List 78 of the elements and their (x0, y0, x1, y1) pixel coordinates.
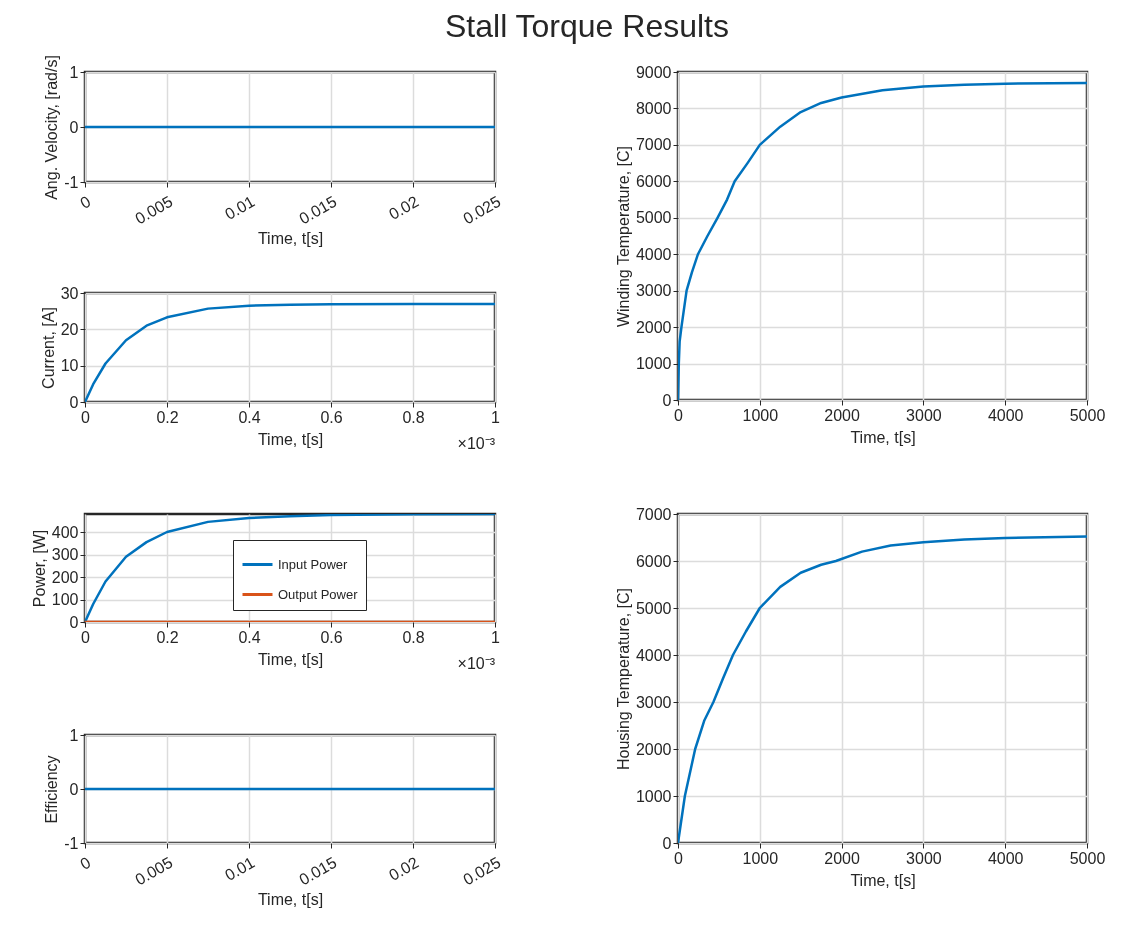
x-tick-label: 0.4 (238, 628, 261, 646)
y-tick-label: 3000 (635, 282, 672, 300)
y-axis-title: Housing Temperature, [C] (614, 587, 632, 771)
y-tick-label: 100 (51, 591, 79, 608)
x-axis-title: Time, t[s] (257, 650, 324, 668)
y-tick-label: 300 (51, 546, 79, 563)
x-tick-label: 0.02 (386, 853, 422, 884)
y-tick-label: -1 (64, 173, 79, 191)
y-tick-label: 30 (60, 284, 79, 302)
y-tick-label: 0 (69, 780, 79, 798)
x-tick-label: 0.2 (156, 628, 179, 646)
x-tick-label: 1 (491, 628, 501, 646)
x-tick-label: 0 (674, 849, 684, 867)
y-tick-label: -1 (64, 834, 79, 852)
x-axis-title: Time, t[s] (257, 230, 324, 248)
y-tick-label: 4000 (635, 245, 672, 263)
y-tick-label: 4000 (635, 646, 672, 664)
x-axis-title: Time, t[s] (257, 430, 324, 448)
y-tick-label: 0 (69, 393, 79, 411)
y-axis-title: Efficiency (43, 755, 61, 824)
x-tick-label: 0 (81, 408, 91, 426)
x-tick-label: 0.8 (402, 628, 425, 646)
x-axis-title: Time, t[s] (850, 871, 916, 889)
y-axis-title: Current, [A] (39, 307, 57, 389)
x-tick-label: 5000 (1069, 849, 1106, 867)
x-tick-label: 1000 (742, 406, 779, 424)
x-tick-label: 5000 (1069, 406, 1106, 424)
y-tick-label: 8000 (635, 99, 672, 117)
x-tick-label: 3000 (906, 849, 942, 867)
x-tick-label: 0 (674, 406, 684, 424)
text: ×10⁻³ (457, 655, 496, 672)
line-series (85, 514, 495, 622)
x-axis-title: Time, t[s] (850, 428, 916, 446)
y-axis-title: Winding Temperature, [C] (614, 145, 632, 328)
x-tick-label: 0.4 (238, 408, 261, 426)
y-tick-label: 2000 (635, 740, 672, 758)
x-tick-label: 4000 (987, 406, 1024, 424)
x-tick-label: 0 (81, 628, 91, 646)
y-tick-label: 1000 (635, 355, 672, 373)
y-tick-label: 0 (69, 613, 79, 631)
x-axis-title: Time, t[s] (257, 891, 324, 909)
y-tick-label: 20 (60, 320, 79, 338)
x-tick-label: 4000 (987, 849, 1024, 867)
y-tick-label: 7000 (635, 505, 672, 523)
x-tick-label: 0.6 (320, 628, 343, 646)
x-tick-label: 0.01 (222, 192, 258, 223)
x-tick-label: 0.01 (222, 853, 258, 884)
text: Stall Torque Results (444, 8, 730, 45)
y-tick-label: 7000 (635, 136, 672, 154)
x-tick-label: 1 (491, 408, 501, 426)
y-tick-label: 10 (60, 357, 79, 375)
y-tick-label: 5000 (635, 599, 672, 617)
x-tick-label: 0.6 (320, 408, 343, 426)
y-tick-label: 0 (662, 391, 672, 409)
x-tick-label: 3000 (906, 406, 942, 424)
text: ×10⁻³ (457, 435, 496, 452)
y-tick-label: 0 (662, 834, 672, 852)
x-tick-label: 0.2 (156, 408, 179, 426)
x-tick-label: 0.8 (402, 408, 425, 426)
legend-label: Input Power (278, 556, 349, 572)
y-tick-label: 6000 (635, 172, 672, 190)
x-tick-label: 1000 (742, 849, 779, 867)
y-axis-title: Power, [W] (30, 529, 48, 608)
y-tick-label: 1 (69, 726, 79, 744)
x-tick-label: 2000 (824, 849, 860, 867)
x-tick-label: 0.02 (386, 192, 422, 223)
y-tick-label: 400 (51, 523, 79, 541)
legend-label: Output Power (278, 586, 359, 602)
y-tick-label: 1 (69, 63, 79, 81)
y-tick-label: 1000 (635, 787, 672, 805)
y-tick-label: 3000 (635, 693, 672, 711)
y-tick-label: 6000 (635, 552, 672, 570)
y-tick-label: 2000 (635, 318, 672, 336)
y-tick-label: 200 (51, 568, 79, 586)
y-tick-label: 0 (69, 118, 79, 136)
x-tick-label: 2000 (824, 406, 860, 424)
y-tick-label: 9000 (635, 63, 672, 81)
y-axis-title: Ang. Velocity, [rad/s] (43, 55, 61, 200)
